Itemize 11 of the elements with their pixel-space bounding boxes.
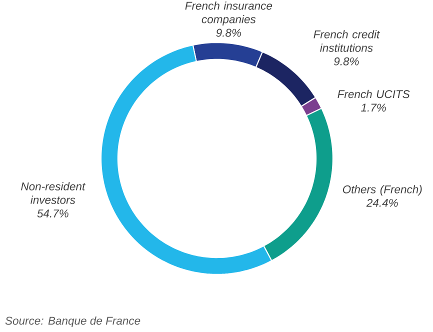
slice-label: Non-resident investors [21,182,86,204]
data-label: 24.4% [366,198,398,207]
data-label: 54.7% [37,210,68,218]
slice-label: French credit institutions [314,30,380,52]
slice-label: French UCITS [338,90,410,98]
source-note: Source: Banque de France [5,316,140,327]
data-label: 9.8% [216,28,242,37]
slice-label: Others (French) [342,185,422,196]
slice-label: French insurance companies [185,2,272,26]
data-label: 1.7% [361,104,386,112]
data-label: 9.8% [334,57,359,66]
